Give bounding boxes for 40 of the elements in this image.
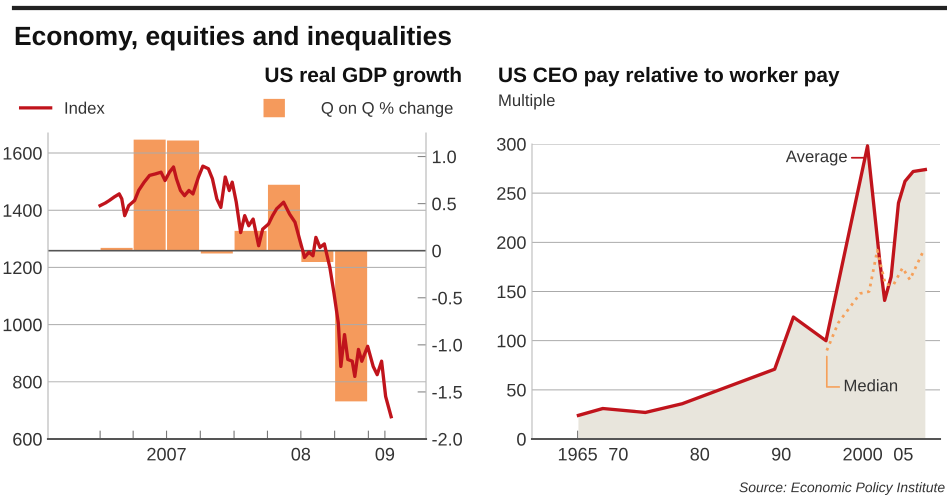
y-tick-label: 1400 [4,204,42,217]
y2-tick-label: 1.0 [432,150,456,164]
x-tick-label: 80 [690,448,710,461]
legend-label: Index [66,102,105,114]
chart-title: US CEO pay relative to worker pay [499,66,840,86]
x-tick-label: 09 [376,448,394,461]
y2-tick-label: -1.5 [432,386,462,399]
x-tick-label: 70 [609,448,628,461]
x-tick-label: 90 [772,448,791,461]
legend-label: Q on Q % change [322,102,453,118]
x-tick-label: 05 [894,448,913,461]
chart-title: Economy, equities and inequalities [16,26,451,50]
y-tick-label: 1600 [4,146,42,160]
y-tick-label: 300 [497,138,526,151]
y-tick-label: 250 [497,187,526,200]
y-tick-label: 600 [13,432,42,446]
y-tick-label: 50 [507,384,526,397]
legend-label: Average [786,150,847,166]
y-tick-label: 1000 [4,318,42,332]
y-axis-title: Multiple [499,94,555,110]
x-tick-label: 1965 [558,448,597,461]
y2-tick-label: -1.0 [432,338,462,352]
y-tick-label: 150 [498,285,526,298]
text: Median [844,379,898,392]
x-tick-label: 08 [292,448,310,461]
y2-tick-label: 0.5 [432,198,456,210]
y-tick-label: 800 [13,376,42,389]
chart-subtitle: US real GDP growth [266,66,461,86]
source-note: Source: Economic Policy Institute [739,482,945,496]
y-tick-label: 200 [497,236,526,250]
y2-tick-label: -0.5 [432,292,462,304]
y-tick-label: 1200 [4,261,42,274]
y-tick-label: 100 [498,334,526,348]
x-tick-label: 2000 [843,448,882,461]
line-series [98,164,393,418]
y-tick-label: 0 [517,432,526,446]
line-series [825,248,926,352]
y2-tick-label: -2.0 [432,432,462,446]
y2-tick-label: 0 [432,244,441,258]
x-tick-label: 2007 [147,448,186,461]
